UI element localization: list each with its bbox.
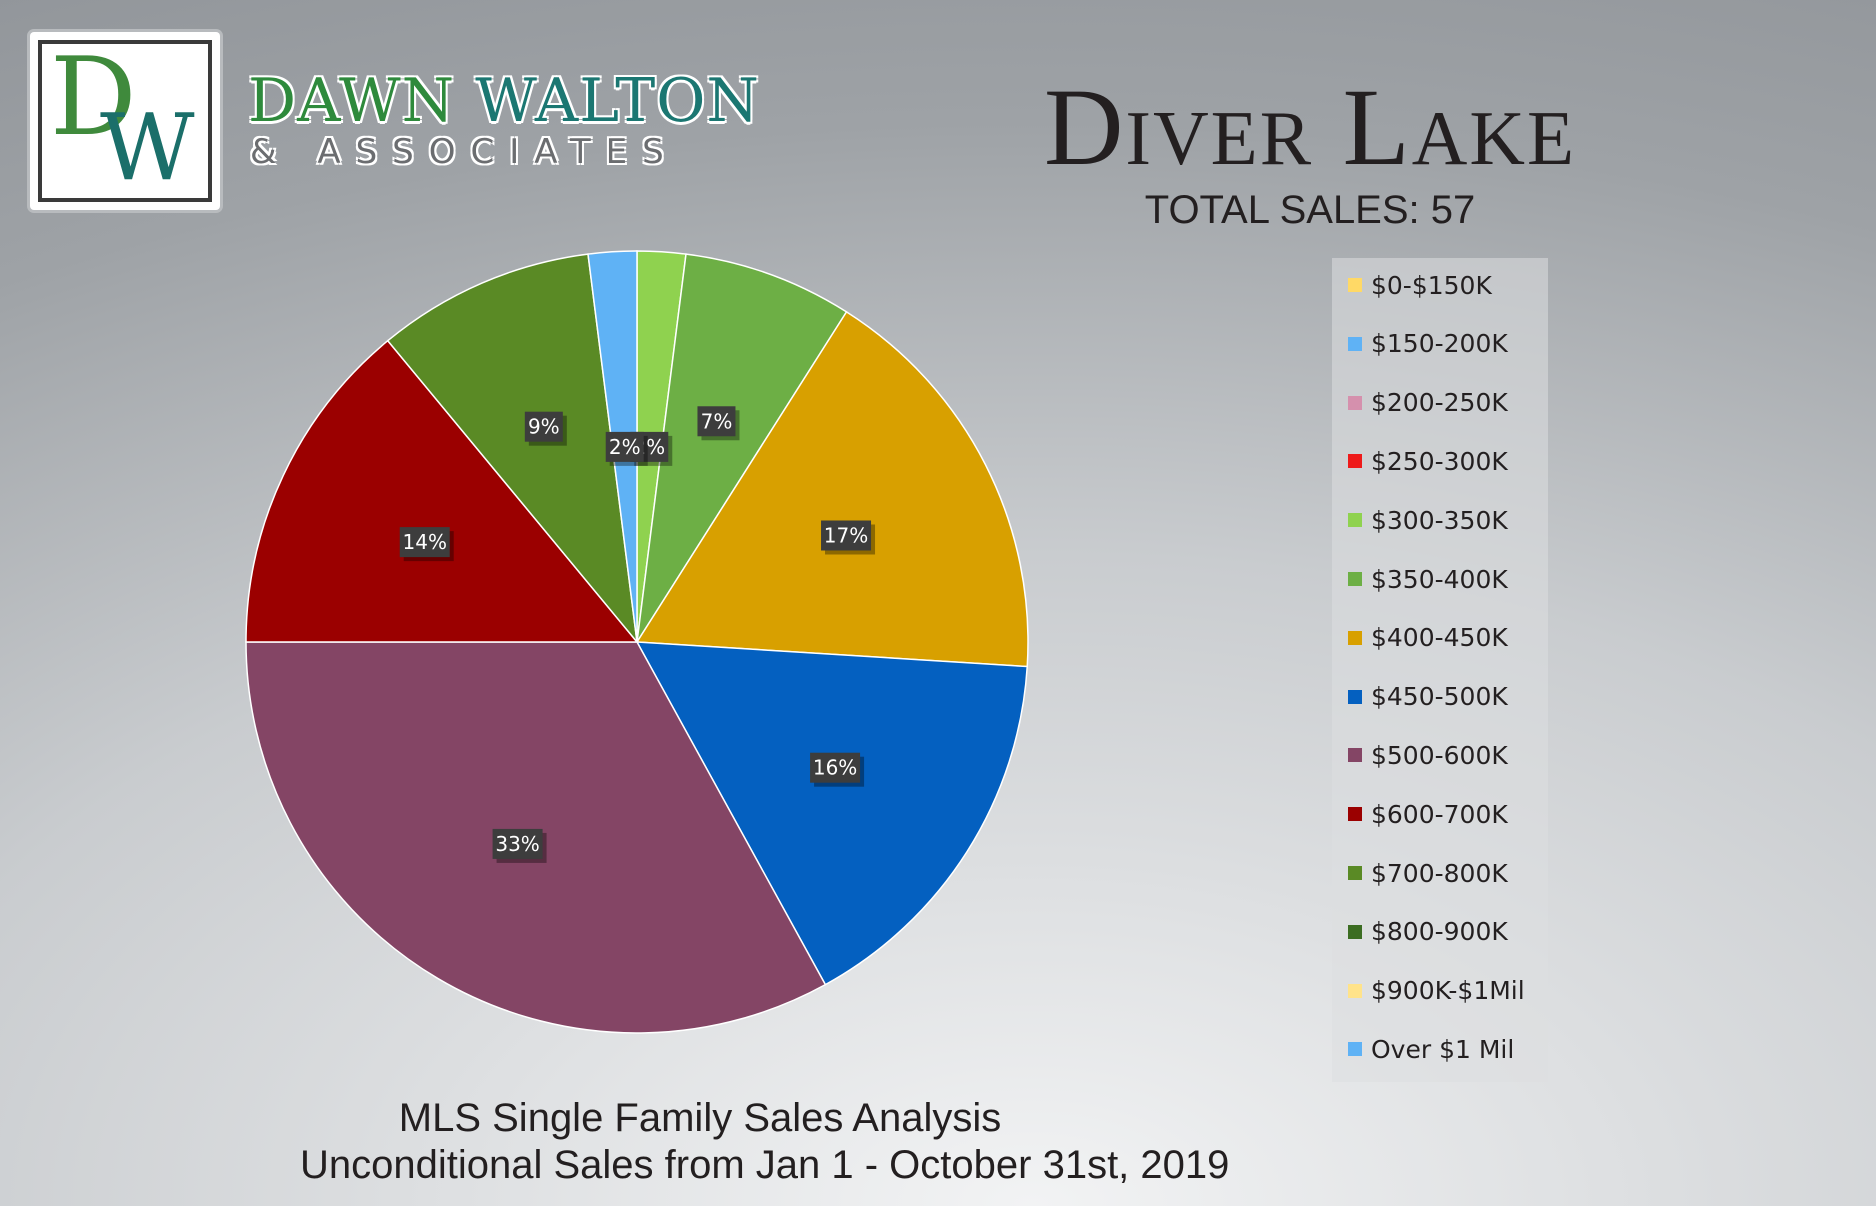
legend-item-0-150k: $0-$150K xyxy=(1348,270,1492,300)
footer-date-range: Unconditional Sales from Jan 1 - October… xyxy=(300,1143,1230,1187)
legend-swatch xyxy=(1348,395,1362,410)
brand-name-part1: DAWN xyxy=(248,66,476,136)
legend-label: $200-250K xyxy=(1371,388,1508,418)
logo-letter-w: W xyxy=(100,94,195,201)
data-label-text: 9% xyxy=(528,415,560,439)
data-label-over-1-mil: 2% xyxy=(605,431,648,466)
data-label-text: 7% xyxy=(701,409,733,433)
pie-labels: 2%7%17%16%33%14%9%2% xyxy=(399,406,876,863)
legend-item-900k-1mil: $900K-$1Mil xyxy=(1348,976,1525,1006)
legend-swatch xyxy=(1348,983,1362,998)
legend-label: $600-700K xyxy=(1371,799,1508,829)
total-sales: TOTAL SALES: 57 xyxy=(1144,188,1476,232)
data-label-text: 33% xyxy=(495,832,539,856)
legend-label: $500-600K xyxy=(1371,740,1508,770)
legend-label: $450-500K xyxy=(1371,682,1508,712)
legend-item-800-900k: $800-900K xyxy=(1348,917,1508,947)
legend-item-700-800k: $700-800K xyxy=(1348,858,1508,888)
pie-slice-400-450k xyxy=(635,310,1029,668)
brand-subtitle: & ASSOCIATES xyxy=(250,132,679,172)
legend-label: $0-$150K xyxy=(1371,270,1492,300)
pie-slice-600-700k xyxy=(245,339,639,643)
legend-label: $350-400K xyxy=(1371,564,1508,594)
legend-swatch xyxy=(1348,278,1362,292)
legend-swatch xyxy=(1348,807,1362,822)
logo-frame: D W xyxy=(38,40,212,202)
pie-slice-350-400k xyxy=(636,253,848,643)
legend-item-150-200k: $150-200K xyxy=(1348,329,1508,359)
pie-slice-700-800k xyxy=(386,253,639,645)
chart-legend: $0-$150K $150-200K $200-250K $250-300K $300-… xyxy=(1332,258,1548,1082)
data-label-350-400k: 7% xyxy=(697,406,740,441)
legend-item-600-700k: $600-700K xyxy=(1348,799,1508,829)
legend-swatch xyxy=(1348,513,1362,528)
legend-swatch xyxy=(1348,572,1362,586)
legend-item-250-300k: $250-300K xyxy=(1348,446,1508,476)
legend-label: $900K-$1Mil xyxy=(1371,976,1525,1006)
legend-item-450-500k: $450-500K xyxy=(1348,682,1508,712)
footer-title: MLS Single Family Sales Analysis xyxy=(398,1096,1002,1140)
brand-name-part2: WALTON xyxy=(475,66,760,136)
pie-slices xyxy=(245,250,1029,1034)
logo: D W xyxy=(30,32,220,210)
legend-label: $800-900K xyxy=(1371,917,1508,947)
legend-swatch xyxy=(1348,454,1362,469)
legend-swatch xyxy=(1348,866,1362,880)
data-label-text: 2% xyxy=(609,435,641,459)
data-label-700-800k: 9% xyxy=(524,411,567,446)
data-label-text: 14% xyxy=(403,530,447,554)
legend-swatch xyxy=(1348,630,1362,645)
legend-item-over-1-mil: Over $1 Mil xyxy=(1348,1034,1515,1064)
legend-swatch xyxy=(1348,748,1362,763)
pie-slice-450-500k xyxy=(635,641,1029,986)
legend-label: $250-300K xyxy=(1371,446,1508,476)
chart-title: Diver Lake xyxy=(1043,66,1577,188)
legend-item-200-250k: $200-250K xyxy=(1348,388,1508,418)
legend-label: $300-350K xyxy=(1371,505,1508,535)
data-label-500-600k: 33% xyxy=(492,828,547,863)
legend-item-500-600k: $500-600K xyxy=(1348,740,1508,770)
data-label-text: 17% xyxy=(824,523,868,547)
legend-label: $400-450K xyxy=(1371,623,1508,653)
legend-label: Over $1 Mil xyxy=(1371,1034,1515,1064)
legend-swatch xyxy=(1348,924,1362,939)
data-label-400-450k: 17% xyxy=(821,520,876,555)
legend-item-350-400k: $350-400K xyxy=(1348,564,1508,594)
logo-letter-d: D xyxy=(50,35,137,160)
legend-swatch xyxy=(1348,1042,1362,1057)
legend-swatch xyxy=(1348,336,1362,351)
legend-label: $700-800K xyxy=(1371,858,1508,888)
legend-item-400-450k: $400-450K xyxy=(1348,623,1508,653)
data-label-600-700k: 14% xyxy=(399,527,454,562)
legend-swatch xyxy=(1348,689,1362,704)
brand-name: DAWN WALTON xyxy=(248,66,760,136)
legend-label: $150-200K xyxy=(1371,329,1508,359)
data-label-text: 16% xyxy=(813,756,857,780)
legend-item-300-350k: $300-350K xyxy=(1348,505,1508,535)
data-label-450-500k: 16% xyxy=(810,752,865,787)
